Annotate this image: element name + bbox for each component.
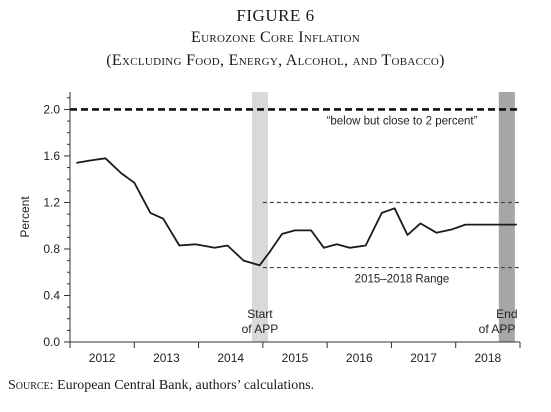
source-note: Source: European Central Bank, authors’ … [8, 378, 314, 394]
y-tick-label: 0.8 [43, 242, 60, 256]
app-end-label-line1: End [496, 307, 517, 321]
annotations: “below but close to 2 percent” 2015–2018 … [242, 115, 518, 336]
x-tick-label: 2015 [282, 351, 309, 365]
y-tick-label: 1.2 [43, 195, 60, 209]
inflation-series-line [76, 157, 517, 267]
series-layer [76, 157, 517, 267]
app-band-end [498, 92, 515, 342]
figure-number: FIGURE 6 [236, 6, 315, 25]
x-tick-label: 2018 [475, 351, 502, 365]
x-tick-label: 2017 [410, 351, 437, 365]
y-tick-label: 2.0 [43, 102, 60, 116]
y-tick-label: 1.6 [43, 149, 60, 163]
x-tick-label: 2014 [217, 351, 244, 365]
source-label: Source: [8, 378, 54, 393]
x-tick-label: 2016 [346, 351, 373, 365]
app-bands [251, 92, 515, 342]
y-tick-label: 0.0 [43, 335, 60, 349]
axes: 0.0 0.4 0.8 1.2 1.6 2.0 2012 2013 2014 2015 2016 20… [18, 92, 521, 365]
figure-subtitle: (Excluding Food, Energy, Alcohol, and To… [106, 52, 445, 69]
x-tick-label: 2012 [89, 351, 116, 365]
figure-title: Eurozone Core Inflation [191, 29, 360, 46]
app-end-label-line2: of APP [479, 322, 516, 336]
y-axis-label: Percent [18, 196, 32, 238]
y-tick-label: 0.4 [43, 288, 60, 302]
source-text: European Central Bank, authors’ calculat… [53, 378, 315, 393]
app-start-label-line1: Start [247, 307, 273, 321]
target-label: “below but close to 2 percent” [327, 115, 478, 127]
app-band-start [251, 92, 268, 342]
app-start-label-line2: of APP [242, 322, 279, 336]
x-tick-label: 2013 [153, 351, 180, 365]
range-label: 2015–2018 Range [355, 274, 450, 286]
reference-lines [70, 108, 520, 269]
